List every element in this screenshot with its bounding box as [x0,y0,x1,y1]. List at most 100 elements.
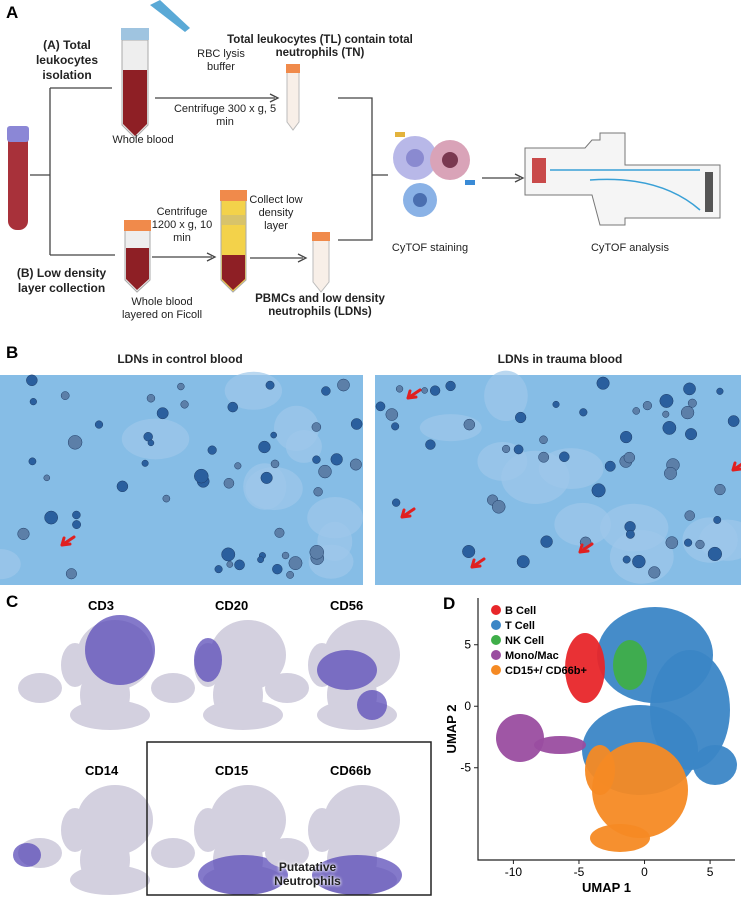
cell [685,428,698,441]
cluster-cloud [496,714,544,762]
route-a: (A) Total leukocytes isolation [35,38,99,82]
cell [270,459,280,469]
legend-label: T Cell [505,620,535,632]
x-tick-label: 5 [707,865,714,879]
cell [662,410,670,418]
cell [516,555,530,569]
cell [349,458,362,471]
cell [226,561,234,568]
cell [60,391,70,400]
cell [375,401,386,412]
cell [221,547,236,562]
cell [312,455,321,464]
cell [17,527,30,540]
red-arrow [731,461,741,472]
expression [317,650,377,690]
umap-feature-plots [13,615,402,895]
cell [260,471,273,484]
centrifuge-b: Centrifuge 1200 x g, 10 min [151,206,213,244]
cell [29,398,37,406]
cytof-machine [524,132,721,226]
cell [540,535,553,548]
background-smear [307,497,363,539]
cell [395,385,404,393]
cell [234,462,242,470]
cell [425,439,436,450]
cell [72,520,81,529]
cell [445,380,456,392]
red-arrow [578,542,594,554]
analysis-label: CyTOF analysis [590,242,670,254]
cell [286,571,294,579]
expression [194,638,222,682]
cell [680,405,695,420]
staining-label: CyTOF staining [391,242,469,254]
expression [198,855,288,895]
centrifuge-a: Centrifuge 300 x g, 5 min [173,103,277,128]
cell [162,494,171,503]
cell [214,565,223,574]
cell [28,457,37,466]
cell [207,445,217,455]
cell [687,398,697,408]
umap-shape [265,673,309,703]
tl-label: Total leukocytes (TL) contain total neut… [227,34,413,59]
cell [659,394,674,408]
cell [194,468,209,484]
cell [274,527,285,538]
cell [707,546,722,562]
umap-shape [70,700,150,730]
cell [559,451,570,463]
tubes [7,0,330,293]
cell [288,556,303,570]
x-axis-label: UMAP 1 [582,880,631,895]
background-smear [484,370,528,422]
cell [623,451,636,464]
cell [713,516,722,524]
background-smear [224,371,283,410]
red-arrow [60,535,76,547]
feature-plot [151,785,288,895]
panel-label: C [6,592,19,611]
cluster-cloud [590,824,650,852]
cell [591,483,606,498]
x-tick-label: -10 [505,865,523,879]
cell [695,539,705,550]
umap-shape [265,838,309,868]
cell [26,374,38,387]
cell [632,554,646,569]
background-smear [245,467,303,511]
cell [391,422,400,431]
legend-label: Mono/Mac [505,650,559,662]
feature-plot [265,785,402,895]
background-smear [554,502,611,546]
cell [632,407,640,415]
expression [357,690,387,720]
cell [350,418,363,430]
cell [684,510,695,521]
background-smear [682,517,738,563]
cell [141,459,149,467]
red-arrow [400,507,416,519]
marker-label: CD14 [85,763,119,778]
cell [515,411,527,424]
axes [477,598,735,861]
cluster-cloud [565,633,605,703]
cells [393,132,475,217]
cell [596,376,610,390]
cell [43,474,51,482]
collect-label: Collect low density layer [249,194,303,232]
feature-plot [18,615,155,730]
cell [330,453,343,466]
umap-cluster-plot: -10 -5 0 5 -5 0 5 UMAP 1 UMAP 2 B Cell T Cell NK Ce… [444,598,737,895]
cell [622,555,631,564]
cell [392,498,401,507]
legend-label: CD15+/ CD66b+ [505,665,587,677]
neutrophil-box [146,741,432,896]
cell [502,444,511,453]
box-label: Putatative Neutrophils [274,860,341,888]
rbc-label: RBC lysis buffer [197,48,245,73]
cluster-cloud [592,742,688,838]
cell [147,439,155,447]
